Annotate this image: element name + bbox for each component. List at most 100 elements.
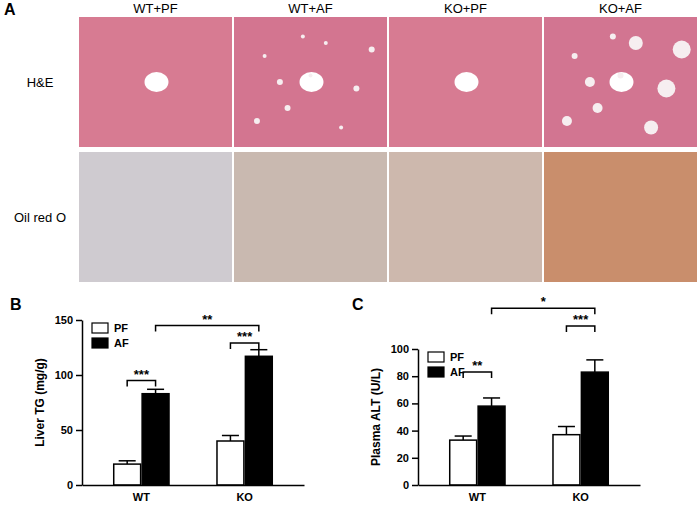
significance: *** <box>566 312 594 332</box>
tick: 50 <box>61 424 82 436</box>
bar <box>478 406 505 485</box>
micrograph-image <box>234 17 387 147</box>
tick-mark <box>412 349 418 351</box>
axis-line <box>82 321 84 486</box>
legend-swatch <box>92 338 108 348</box>
bar <box>450 440 477 485</box>
tick-label: 20 <box>397 452 409 464</box>
significance-label: ** <box>202 312 213 327</box>
plot-area <box>450 360 609 485</box>
x-axis: WT KO <box>83 485 305 503</box>
error-cap <box>119 460 136 462</box>
lipid-vacuole <box>353 86 359 92</box>
tick-mark <box>76 375 82 377</box>
vein <box>145 72 169 92</box>
axis-line <box>419 485 641 487</box>
micrograph-image <box>389 17 542 147</box>
tick-label: 0 <box>403 479 409 491</box>
micrograph-image <box>79 152 232 282</box>
significance-label: * <box>541 294 547 309</box>
vein <box>610 72 634 92</box>
y-axis: 050100150 <box>55 314 83 491</box>
tick-mark <box>76 430 82 432</box>
legend-label: PF <box>114 322 128 334</box>
lipid-vacuole <box>610 34 616 40</box>
micrograph <box>544 17 697 147</box>
error-cap <box>558 426 575 428</box>
lipid-vacuole <box>285 105 291 111</box>
tick-mark <box>412 403 418 405</box>
error-cap <box>222 435 239 437</box>
panel-label: C <box>352 296 364 313</box>
tick: WT <box>469 485 486 503</box>
error-cap <box>147 389 164 391</box>
lipid-vacuole <box>277 79 283 85</box>
bar <box>581 372 608 485</box>
error-bar <box>230 436 232 442</box>
tick: 0 <box>403 479 418 491</box>
lipid-vacuole <box>629 36 643 50</box>
tick-label: WT <box>469 491 486 503</box>
tick-mark <box>412 376 418 378</box>
error-bar <box>594 360 596 372</box>
lipid-vacuole <box>339 126 343 130</box>
error-cap <box>586 359 603 361</box>
significance: ** <box>463 358 491 378</box>
lipid-vacuole <box>673 41 691 59</box>
micrograph <box>389 17 542 147</box>
lipid-vacuole <box>572 53 578 59</box>
tick-mark <box>412 458 418 460</box>
error-bar <box>491 398 493 406</box>
bar <box>217 441 244 485</box>
tick-mark <box>412 430 418 432</box>
legend-swatch <box>428 367 444 377</box>
micrograph <box>234 152 387 282</box>
tick-mark <box>76 485 82 487</box>
bar <box>553 435 580 485</box>
significance-label: ** <box>472 358 483 373</box>
tick-label: 60 <box>397 397 409 409</box>
error-cap <box>483 397 500 399</box>
axis-line <box>418 350 420 486</box>
tick: 80 <box>397 370 418 382</box>
tick-label: WT <box>133 491 150 503</box>
lipid-vacuole <box>301 35 305 39</box>
micrograph <box>79 17 232 147</box>
panel-label: B <box>10 296 22 313</box>
lipid-vacuole <box>324 41 328 45</box>
tick: 0 <box>67 479 82 491</box>
significance: * <box>492 294 595 314</box>
y-axis: 0 20 40 60 80 100 <box>391 343 419 491</box>
lipid-vacuole <box>618 73 624 79</box>
tick-label: 0 <box>67 479 73 491</box>
tick-label: 40 <box>397 425 409 437</box>
column-label: WT+PF <box>133 1 177 16</box>
micrograph-image <box>234 152 387 282</box>
tick-label: KO <box>236 491 253 503</box>
legend-swatch <box>428 352 444 362</box>
tick: 40 <box>397 425 418 437</box>
column-label: KO+AF <box>599 1 642 16</box>
lipid-vacuole <box>263 54 267 58</box>
lipid-vacuole <box>369 47 375 53</box>
lipid-vacuole <box>254 118 260 124</box>
axis-line <box>83 485 305 487</box>
significance-label: *** <box>573 312 589 327</box>
micrograph <box>79 152 232 282</box>
bar <box>114 464 141 485</box>
micrograph-image <box>544 152 697 282</box>
lipid-vacuole <box>644 121 658 135</box>
micrograph-image <box>544 17 697 147</box>
vein <box>455 72 479 92</box>
bar <box>245 356 272 485</box>
plot-area <box>114 350 273 485</box>
row-label: H&E <box>27 75 54 90</box>
error-cap <box>455 435 472 437</box>
micrograph <box>544 152 697 282</box>
column-label: WT+AF <box>288 1 332 16</box>
tick: KO <box>236 485 253 503</box>
micrograph <box>389 152 542 282</box>
tick-label: 100 <box>391 343 409 355</box>
x-axis: WTKO <box>419 485 641 503</box>
legend: PFAF <box>92 322 129 349</box>
